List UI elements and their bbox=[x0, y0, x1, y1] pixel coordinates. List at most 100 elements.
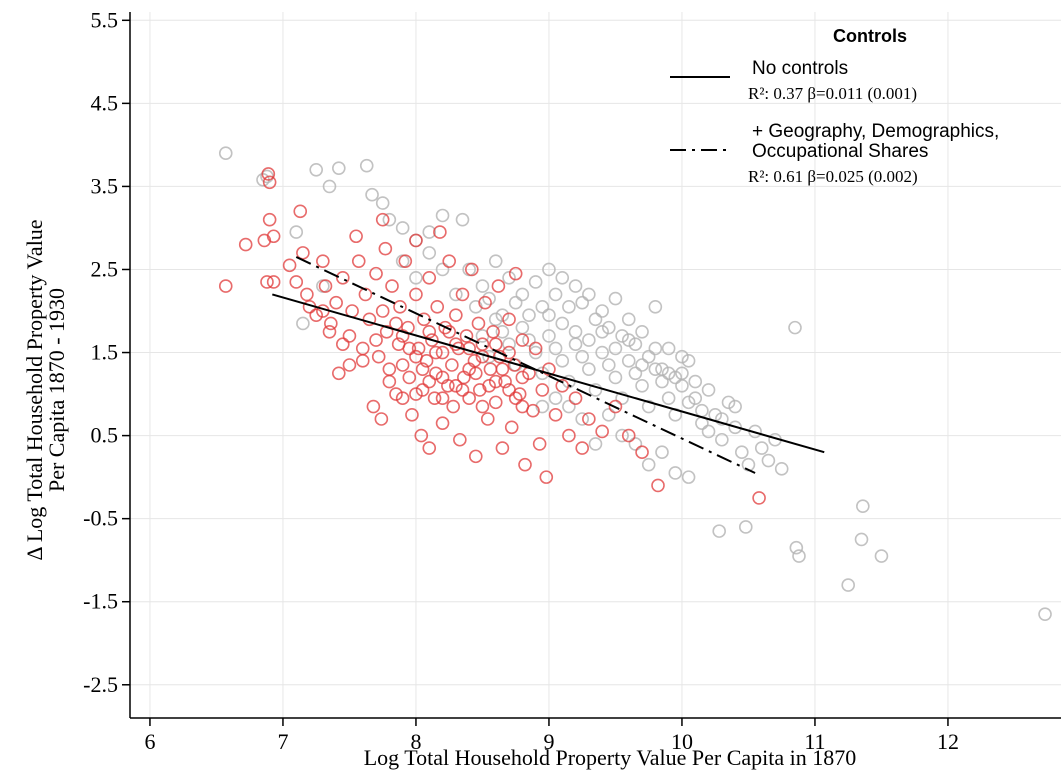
gray-point bbox=[601, 408, 616, 422]
red-point bbox=[218, 279, 233, 293]
red-point bbox=[562, 428, 576, 443]
red-point bbox=[375, 304, 390, 318]
gray-point bbox=[635, 378, 649, 393]
legend-label-controls-line-1: + Geography, Demographics, bbox=[752, 121, 999, 142]
gray-points-group bbox=[218, 146, 1052, 621]
gray-point bbox=[296, 316, 310, 331]
red-point bbox=[262, 212, 277, 227]
gray-point bbox=[628, 437, 643, 451]
red-point bbox=[446, 399, 460, 414]
red-point bbox=[491, 279, 506, 293]
red-point bbox=[438, 320, 453, 335]
red-point bbox=[518, 457, 532, 472]
gray-point bbox=[548, 391, 563, 406]
x-tick-label: 7 bbox=[277, 729, 288, 754]
red-point bbox=[539, 470, 554, 484]
gray-point bbox=[608, 291, 623, 306]
red-point bbox=[462, 362, 476, 376]
red-point bbox=[471, 316, 486, 331]
gray-point bbox=[289, 225, 304, 239]
gray-point bbox=[754, 441, 769, 455]
red-point bbox=[582, 412, 596, 426]
gray-point bbox=[648, 341, 663, 356]
red-point bbox=[324, 316, 338, 331]
red-point bbox=[369, 266, 383, 281]
red-point bbox=[752, 491, 766, 505]
red-point bbox=[475, 399, 490, 414]
red-point bbox=[429, 345, 443, 360]
gray-point bbox=[721, 395, 736, 410]
gray-point bbox=[681, 354, 696, 368]
red-point bbox=[486, 324, 500, 339]
gray-point bbox=[515, 287, 530, 302]
gray-point bbox=[874, 549, 889, 563]
red-point bbox=[409, 387, 423, 401]
red-point bbox=[405, 408, 419, 422]
red-point bbox=[385, 279, 399, 293]
red-point bbox=[332, 366, 346, 381]
red-point bbox=[535, 383, 550, 397]
red-point bbox=[371, 349, 386, 364]
x-tick-label: 10 bbox=[671, 729, 693, 754]
red-point bbox=[435, 370, 450, 385]
red-point bbox=[542, 362, 556, 376]
gray-point bbox=[648, 362, 663, 376]
legend-stat-controls: R²: 0.61 β=0.025 (0.002) bbox=[748, 167, 918, 186]
red-point bbox=[402, 341, 417, 356]
fit-line-with-controls bbox=[295, 256, 756, 474]
red-point bbox=[355, 354, 370, 368]
y-tick-label: -0.5 bbox=[83, 506, 118, 531]
red-point bbox=[608, 399, 623, 414]
gray-point bbox=[595, 324, 609, 339]
red-point bbox=[442, 254, 457, 268]
red-point bbox=[422, 324, 437, 339]
gray-point bbox=[322, 179, 337, 194]
red-point bbox=[415, 362, 430, 376]
red-point bbox=[502, 345, 516, 360]
gray-point bbox=[856, 499, 870, 514]
gray-point bbox=[668, 370, 683, 385]
red-point bbox=[482, 378, 496, 393]
red-point bbox=[322, 324, 337, 339]
gray-point bbox=[475, 279, 490, 293]
red-point bbox=[318, 279, 333, 293]
gray-point bbox=[615, 391, 629, 406]
red-point bbox=[455, 287, 470, 302]
gray-point bbox=[688, 374, 703, 389]
gray-point bbox=[508, 295, 523, 310]
red-point bbox=[375, 212, 390, 227]
gray-point bbox=[528, 275, 543, 289]
gray-point bbox=[788, 320, 802, 335]
gray-point bbox=[641, 349, 656, 364]
x-ticks: 6 7 8 9 10 11 12 bbox=[144, 718, 959, 754]
red-point bbox=[498, 374, 512, 389]
gray-point bbox=[332, 161, 346, 175]
gray-point bbox=[628, 366, 643, 381]
gray-point bbox=[728, 420, 742, 435]
red-point bbox=[595, 424, 609, 439]
red-point bbox=[532, 437, 547, 451]
gray-point bbox=[375, 196, 390, 210]
gray-point bbox=[522, 333, 536, 347]
gray-point bbox=[615, 329, 629, 343]
gray-point bbox=[382, 212, 397, 227]
gray-point bbox=[502, 337, 516, 352]
gray-point bbox=[435, 208, 450, 223]
red-point bbox=[480, 412, 495, 426]
gray-point bbox=[774, 462, 789, 476]
gray-point bbox=[535, 300, 550, 314]
gray-point bbox=[548, 341, 563, 356]
legend: Controls No controls R²: 0.37 β=0.011 (0… bbox=[670, 26, 999, 186]
gray-point bbox=[1038, 607, 1052, 621]
red-point bbox=[459, 329, 474, 343]
gray-point bbox=[588, 312, 603, 327]
red-point bbox=[316, 254, 330, 268]
red-point bbox=[442, 324, 457, 339]
red-point bbox=[393, 300, 407, 314]
gray-point bbox=[668, 466, 683, 480]
red-point bbox=[349, 229, 363, 244]
red-point bbox=[504, 420, 519, 435]
gray-point bbox=[734, 445, 749, 460]
gray-point bbox=[488, 254, 503, 268]
gray-point bbox=[628, 337, 643, 352]
